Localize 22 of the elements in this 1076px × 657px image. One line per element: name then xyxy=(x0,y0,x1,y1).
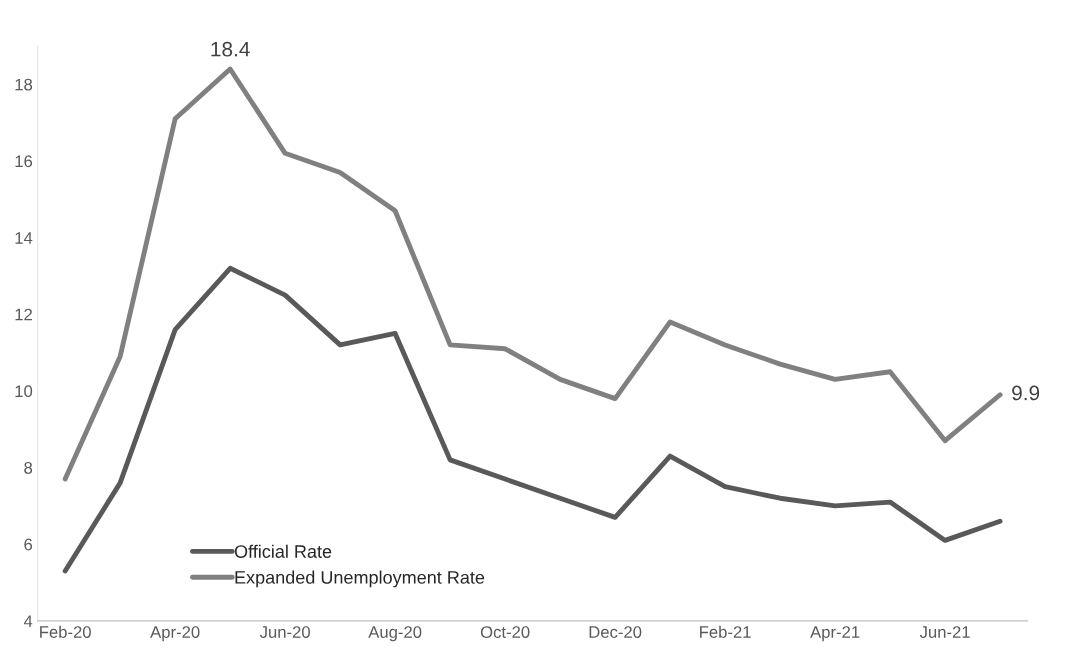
x-tick-label: Feb-20 xyxy=(40,625,91,638)
x-tick-label: Apr-21 xyxy=(810,626,860,642)
y-tick-label: 4 xyxy=(23,615,33,627)
data-label: 9.9 xyxy=(1012,385,1040,401)
data-label: 18.4 xyxy=(211,41,250,57)
x-tick-label: Aug-20 xyxy=(368,626,422,642)
x-tick-label: Dec-20 xyxy=(589,626,642,638)
legend-label: Expanded Unemployment Rate xyxy=(235,570,485,588)
legend-label: Official Rate xyxy=(234,544,332,558)
y-tick-label: 14 xyxy=(15,232,33,244)
y-tick-label: 8 xyxy=(24,461,33,474)
y-tick-label: 16 xyxy=(15,155,33,168)
y-tick-label: 18 xyxy=(15,78,33,91)
x-tick-label: Apr-20 xyxy=(150,626,200,642)
y-tick-label: 12 xyxy=(15,308,32,321)
x-tick-label: Jun-20 xyxy=(259,626,310,638)
y-tick-label: 10 xyxy=(15,385,33,398)
x-tick-label: Jun-21 xyxy=(919,626,970,638)
line-series xyxy=(62,66,1003,482)
x-tick-label: Feb-21 xyxy=(700,625,751,638)
x-tick-label: Oct-20 xyxy=(480,626,530,638)
y-tick-label: 6 xyxy=(24,538,33,551)
